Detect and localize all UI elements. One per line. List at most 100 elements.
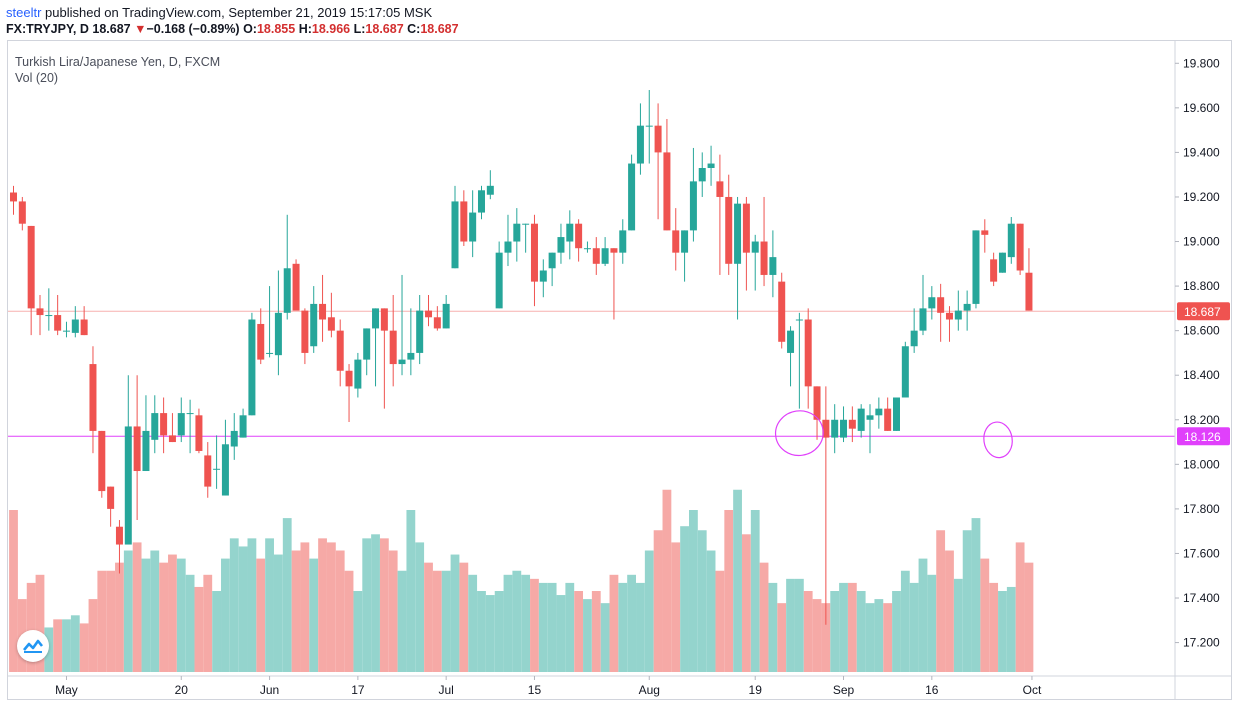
candle-body — [592, 248, 600, 264]
candle-body — [583, 248, 591, 250]
volume-bar — [821, 603, 831, 672]
volume-bar — [865, 603, 875, 672]
candle-body — [98, 430, 106, 492]
volume-bar — [397, 570, 407, 672]
candle-body — [257, 323, 265, 360]
volume-bar — [618, 582, 628, 672]
candles — [10, 90, 1033, 625]
volume-bar — [300, 542, 310, 672]
candle-body — [910, 330, 918, 347]
candle-body — [972, 230, 980, 304]
candle-body — [716, 181, 724, 197]
volume-bar — [856, 591, 866, 672]
volume-bar — [900, 570, 910, 672]
candle-body — [221, 444, 229, 496]
price-change: −0.168 (−0.89%) — [146, 22, 240, 36]
price-tick-label: 18.200 — [1183, 413, 1220, 427]
candle-body — [539, 270, 547, 282]
volume-bar — [212, 591, 221, 672]
volume-bar — [415, 542, 425, 672]
volume-bar — [70, 615, 80, 672]
candle-body — [998, 252, 1006, 273]
candle-body — [787, 330, 795, 353]
symbol-label: FX:TRYJPY, D — [6, 22, 89, 36]
volume-bar — [812, 599, 822, 672]
volume-bar — [591, 591, 601, 672]
volume-bar — [97, 570, 107, 672]
volume-bar — [945, 550, 954, 672]
candle-body — [901, 346, 909, 398]
candle-body — [389, 330, 397, 365]
volume-bar — [185, 574, 195, 672]
candle-body — [283, 268, 291, 313]
author-link[interactable]: steeltr — [6, 5, 42, 20]
volume-bar — [706, 550, 716, 672]
volume-bar — [291, 550, 301, 672]
candle-body — [1007, 223, 1015, 258]
level-price-tag: 18.126 — [1184, 430, 1221, 444]
volume-bar — [265, 538, 274, 672]
volume-bar — [318, 538, 327, 672]
volume-bar — [1024, 562, 1034, 672]
volume-bar — [830, 591, 840, 672]
last-price-tag: 18.687 — [1184, 305, 1221, 319]
candle-body — [142, 430, 150, 472]
candle-body — [398, 359, 406, 365]
candle-body — [460, 201, 468, 242]
candle-body — [769, 257, 777, 275]
time-tick-label: Jun — [260, 683, 279, 697]
volume-bar — [768, 582, 778, 672]
candle-body — [301, 310, 309, 353]
volume-bar — [379, 538, 389, 672]
volume-bar — [468, 574, 478, 672]
volume-bar — [565, 582, 575, 672]
time-tick-label: May — [55, 683, 78, 697]
volume-bar — [141, 558, 151, 672]
volume-bar — [794, 578, 804, 672]
candle-body — [363, 328, 371, 360]
low-value: 18.687 — [365, 22, 404, 36]
volume-bar — [600, 603, 610, 672]
candle-body — [937, 297, 945, 313]
candle-body — [875, 408, 883, 416]
candle-body — [530, 223, 538, 282]
time-tick-label: 20 — [175, 683, 189, 697]
volume-bar — [53, 619, 63, 672]
candle-body — [513, 223, 521, 242]
volume-bar — [786, 578, 795, 672]
time-tick-label: 16 — [925, 683, 939, 697]
candle-body — [71, 319, 79, 333]
volume-bar — [477, 591, 486, 672]
tradingview-logo-icon[interactable] — [17, 630, 49, 662]
candle-body — [27, 225, 35, 309]
volume-bar — [918, 558, 928, 672]
volume-bar — [256, 558, 266, 672]
candle-body — [1016, 223, 1024, 271]
volume-bar — [697, 530, 707, 672]
candle-body — [954, 310, 962, 320]
last-price: 18.687 — [92, 22, 131, 36]
candle-body — [495, 252, 503, 309]
candle-body — [442, 303, 450, 329]
volume-bar — [150, 550, 160, 672]
volume-bar — [221, 558, 230, 672]
price-tick-label: 19.400 — [1183, 145, 1220, 159]
volume-bar — [547, 582, 557, 672]
candle-body — [734, 203, 742, 264]
volume-bar — [556, 595, 566, 672]
volume-bar — [485, 595, 495, 672]
candle-body — [804, 319, 812, 387]
candle-body — [248, 319, 256, 416]
candle-body — [186, 413, 194, 415]
time-tick-label: 17 — [351, 683, 365, 697]
volume-bar — [662, 489, 672, 672]
volume-bar — [274, 554, 283, 672]
candle-body — [645, 125, 653, 127]
volume-bar — [521, 574, 531, 672]
volume-bar — [132, 542, 142, 672]
ellipse-drawing — [983, 421, 1013, 459]
time-tick-label: Jul — [438, 683, 453, 697]
price-tick-label: 18.600 — [1183, 324, 1220, 338]
candle-body — [522, 223, 530, 225]
